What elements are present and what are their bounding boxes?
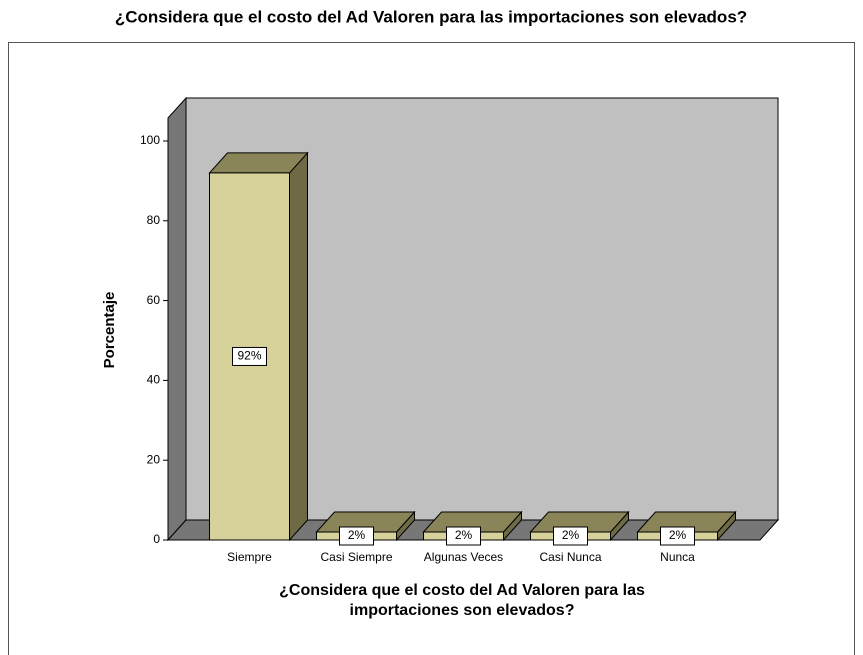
bar <box>208 151 309 542</box>
y-tick-label: 20 <box>147 452 161 466</box>
y-tick-label: 100 <box>140 133 160 147</box>
data-label: 2% <box>348 528 366 542</box>
y-axis-title: Porcentaje <box>101 292 118 369</box>
bar-face <box>289 151 308 542</box>
data-label-box <box>339 526 374 546</box>
x-tick-label: Casi Siempre <box>320 550 392 564</box>
x-axis-title: importaciones son elevados? <box>350 602 575 619</box>
x-tick-label: Casi Nunca <box>539 550 601 564</box>
data-label-box <box>446 526 481 546</box>
frame <box>8 42 855 655</box>
data-label: 2% <box>669 528 687 542</box>
left-wall <box>167 96 187 542</box>
x-axis-title: ¿Considera que el costo del Ad Valoren p… <box>279 582 645 599</box>
x-tick-label: Algunas Veces <box>424 550 503 564</box>
x-tick-label: Siempre <box>227 550 272 564</box>
data-label-box <box>660 526 695 546</box>
y-tick-label: 60 <box>147 293 161 307</box>
y-tick-label: 0 <box>153 532 160 546</box>
data-label-box <box>232 346 267 366</box>
data-label: 2% <box>455 528 473 542</box>
x-tick-label: Nunca <box>660 550 695 564</box>
data-label: 92% <box>237 349 261 363</box>
bar-face <box>208 152 309 174</box>
chart-title: ¿Considera que el costo del Ad Valoren p… <box>115 7 747 26</box>
y-tick-label: 80 <box>147 213 161 227</box>
data-label-box <box>553 526 588 546</box>
y-tick-label: 40 <box>147 373 161 387</box>
data-label: 2% <box>562 528 580 542</box>
